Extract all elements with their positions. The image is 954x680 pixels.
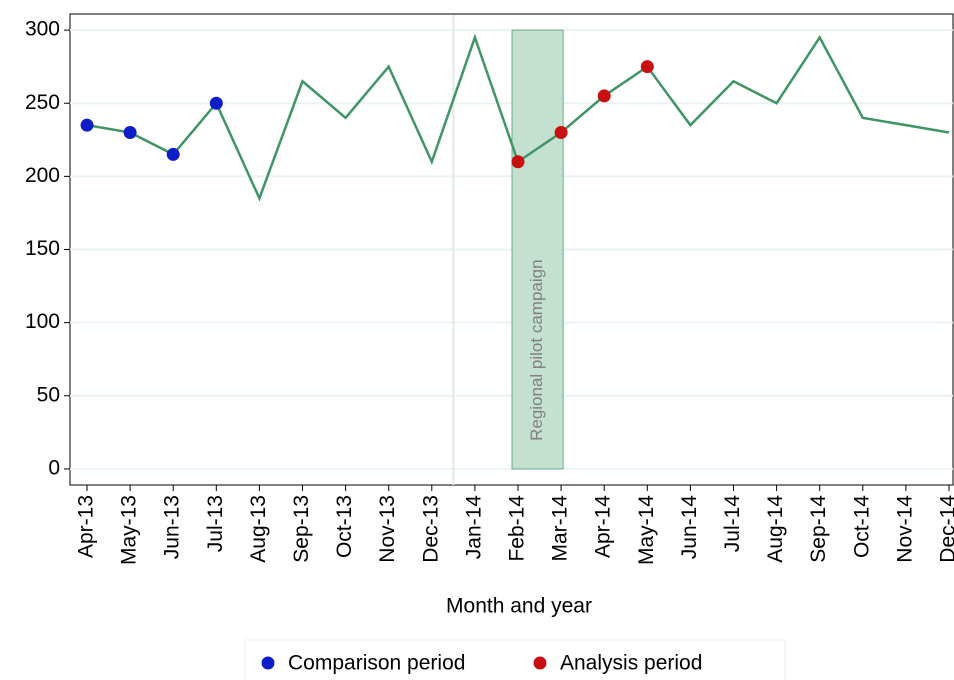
point [511, 155, 525, 169]
x-tick-label: Feb-14 [506, 495, 529, 562]
x-tick-label: Jun-14 [678, 495, 701, 560]
point [554, 125, 568, 139]
x-axis-title: Month and year [446, 595, 592, 618]
x-tick-label: Aug-14 [764, 495, 787, 563]
x-tick-label: Sep-13 [290, 495, 313, 563]
x-tick-label: Jan-14 [462, 495, 485, 560]
point [123, 125, 137, 139]
x-tick-label: May-13 [118, 495, 141, 565]
x-tick-label: Nov-14 [893, 495, 916, 563]
x-tick-label: Mar-14 [549, 495, 572, 562]
point [209, 96, 223, 110]
x-tick-label: Dec-13 [419, 495, 442, 563]
x-tick-label: Oct-14 [850, 495, 873, 558]
x-tick-label: May-14 [635, 495, 658, 565]
x-tick-label: Jul-14 [721, 495, 744, 553]
legend-marker [533, 656, 547, 670]
y-tick-label: 300 [25, 18, 60, 41]
x-tick-label: Sep-14 [807, 495, 830, 563]
y-tick-label: 100 [25, 310, 60, 333]
shaded-region [511, 29, 564, 470]
y-tick-label: 150 [25, 237, 60, 260]
x-tick-label: Jul-13 [204, 495, 227, 552]
x-tick-label: Dec-14 [937, 495, 954, 563]
x-tick-label: Apr-13 [75, 495, 98, 558]
point [640, 60, 654, 74]
x-tick-label: Nov-13 [376, 495, 399, 563]
y-tick-label: 50 [37, 383, 60, 406]
point [166, 147, 180, 161]
y-tick-label: 200 [25, 164, 60, 187]
legend-label: Comparison period [288, 652, 465, 675]
x-tick-label: Oct-13 [333, 495, 356, 558]
point [80, 118, 94, 132]
y-tick-label: 0 [48, 456, 60, 479]
point [597, 89, 611, 103]
legend-box [244, 639, 786, 680]
x-tick-label: Aug-13 [247, 495, 270, 563]
legend-label: Analysis period [560, 652, 702, 675]
y-tick-label: 250 [25, 91, 60, 114]
x-tick-label: Apr-14 [592, 495, 615, 558]
legend-marker [261, 656, 275, 670]
x-tick-label: Jun-13 [161, 495, 184, 559]
shaded-region-label: Regional pilot campaign [527, 259, 546, 440]
